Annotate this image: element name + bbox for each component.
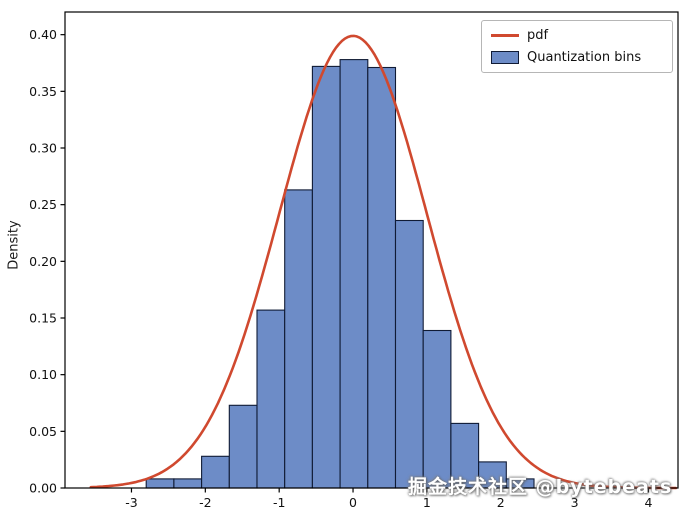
y-tick-label: 0.40 [29,27,57,42]
x-tick-label: 3 [571,495,579,510]
pdf-line-swatch [491,34,519,37]
legend-item-quantization-bins: Quantization bins [491,50,662,65]
histogram-bar [339,59,369,489]
legend: pdf Quantization bins [481,20,673,73]
bins-patch-swatch [491,51,519,64]
x-tick-label: 0 [349,495,357,510]
y-tick-label: 0.25 [29,197,57,212]
histogram-bar [284,189,313,489]
histogram-bar [422,329,452,489]
y-tick-label: 0.10 [29,367,57,382]
y-tick-label: 0.00 [29,481,57,496]
x-tick-label: 4 [644,495,652,510]
legend-label-pdf: pdf [527,28,549,43]
x-tick-label: 1 [423,495,431,510]
histogram-bar [450,422,480,489]
x-tick-label: -3 [125,495,137,510]
y-tick-label: 0.05 [29,424,57,439]
histogram-bar [145,478,175,489]
histogram-bar [478,461,507,489]
histogram-bar [505,478,535,489]
histogram-bar [173,478,203,489]
x-tick-label: 2 [497,495,505,510]
x-tick-label: -2 [199,495,211,510]
y-axis-label: Density [6,220,22,270]
y-tick-label: 0.35 [29,84,57,99]
histogram-bar [394,219,424,489]
x-tick-label: -1 [273,495,285,510]
histogram-bar [201,455,230,489]
y-tick-label: 0.15 [29,311,57,326]
y-tick-label: 0.30 [29,141,57,156]
y-tick-label: 0.20 [29,254,57,269]
histogram-bar [256,309,286,489]
histogram-bar [228,404,258,489]
histogram-bar [367,66,397,489]
pdf-curve [89,34,678,490]
axes-frame [64,11,679,489]
legend-item-pdf: pdf [491,28,662,43]
legend-label-quantization-bins: Quantization bins [527,50,642,65]
histogram-bar [311,65,341,489]
